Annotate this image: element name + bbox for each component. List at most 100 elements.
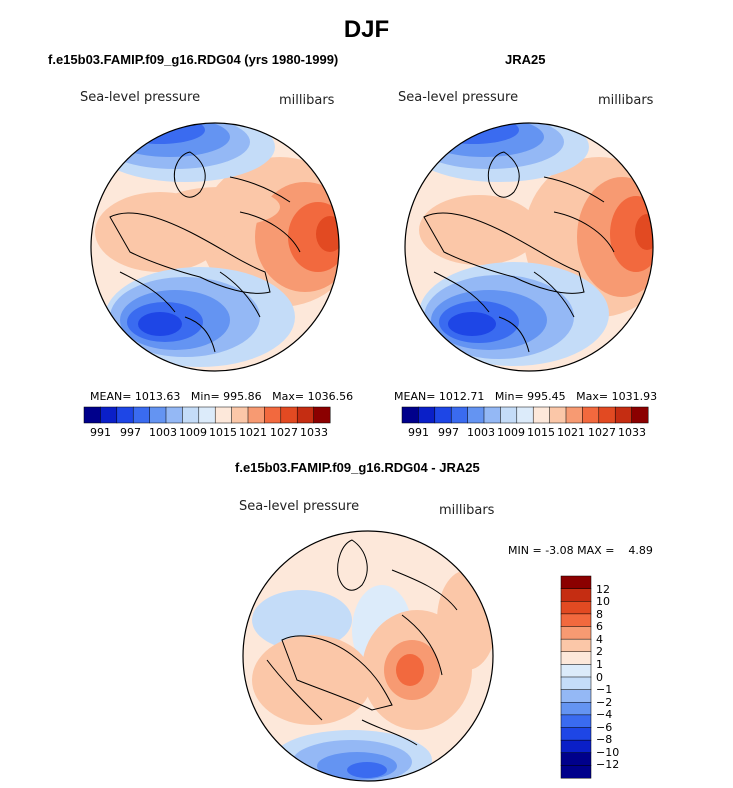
- colorbar-swatch: [560, 752, 592, 766]
- panel2-min-value: 995.45: [527, 390, 566, 403]
- colorbar-swatch: [401, 406, 419, 424]
- panel1-mean-value: 1013.63: [134, 390, 181, 403]
- colorbar-swatch: [560, 765, 592, 779]
- panel3-tick: −10: [596, 746, 620, 759]
- colorbar-swatch: [560, 739, 592, 754]
- panel2-tick: 1021: [557, 426, 585, 439]
- colorbar-swatch: [560, 638, 592, 653]
- colorbar-swatch: [296, 406, 315, 424]
- panel3-stats: MIN = -3.08 MAX = 4.89: [508, 544, 653, 557]
- colorbar-swatch: [560, 664, 592, 678]
- panel3-max-value: 4.89: [628, 544, 653, 557]
- panel3-tick: −8: [596, 733, 613, 746]
- colorbar-swatch: [149, 406, 167, 424]
- colorbar-swatch: [434, 406, 452, 424]
- colorbar-swatch: [483, 406, 501, 424]
- colorbar-swatch: [313, 406, 331, 424]
- panel2-tick: 1015: [527, 426, 555, 439]
- panel1-min-value: 995.86: [223, 390, 262, 403]
- panel1-colorbar-ticks: 991 997 1003 1009 1015 1021 1027 1033: [84, 426, 330, 440]
- panel1-mean-label: MEAN=: [90, 390, 132, 403]
- panel1-stats: MEAN= 1013.63 Min= 995.86 Max= 1036.56: [90, 390, 353, 403]
- panel1-max-value: 1036.56: [307, 390, 354, 403]
- colorbar-swatch: [560, 575, 592, 590]
- panel1-tick: 1009: [179, 426, 207, 439]
- colorbar-swatch: [532, 406, 551, 424]
- panel3-tick: −2: [596, 696, 613, 709]
- panel3-tick: 0: [596, 671, 603, 684]
- panel2-tick: 997: [438, 426, 459, 439]
- colorbar-swatch: [231, 406, 249, 424]
- colorbar-swatch: [560, 676, 592, 691]
- colorbar-swatch: [100, 406, 118, 424]
- panel3-colorbar-ticks: 12 10 8 6 4 2 1 0 −1 −2 −4 −6 −8 −10 −12: [596, 576, 636, 778]
- panel3-min-label: MIN =: [508, 544, 542, 557]
- panel3-tick: −6: [596, 721, 613, 734]
- panel1-tick: 1021: [239, 426, 267, 439]
- colorbar-swatch: [280, 406, 298, 424]
- panel1-min-label: Min=: [190, 390, 220, 403]
- panel2-tick: 1003: [467, 426, 495, 439]
- panel1-units-label: millibars: [279, 93, 335, 108]
- colorbar-swatch: [560, 651, 592, 665]
- colorbar-swatch: [560, 613, 592, 627]
- main-title: DJF: [343, 16, 390, 43]
- colorbar-swatch: [198, 406, 216, 424]
- panel3-tick: −12: [596, 758, 620, 771]
- panel2-polar-map: [404, 122, 654, 372]
- panel3-tick: 2: [596, 645, 603, 658]
- panel2-variable-label: Sea-level pressure: [398, 90, 519, 105]
- colorbar-swatch: [83, 406, 101, 424]
- panel1-colorbar: [83, 406, 331, 424]
- panel1-tick: 1015: [209, 426, 237, 439]
- panel2-max-value: 1031.93: [611, 390, 658, 403]
- panel3-variable-label: Sea-level pressure: [239, 499, 360, 514]
- panel2-colorbar: [401, 406, 649, 424]
- panel1-tick: 1033: [300, 426, 328, 439]
- panel2-colorbar-ticks: 991 997 1003 1009 1015 1021 1027 1033: [402, 426, 648, 440]
- colorbar-swatch: [500, 406, 518, 424]
- panel3-tick: −4: [596, 708, 613, 721]
- colorbar-swatch: [132, 406, 151, 424]
- panel2-max-label: Max=: [576, 390, 609, 403]
- colorbar-swatch: [560, 626, 592, 640]
- panel2-mean-value: 1012.71: [438, 390, 485, 403]
- colorbar-swatch: [631, 406, 649, 424]
- panel2-tick: 1033: [618, 426, 646, 439]
- panel3-max-label: MAX =: [577, 544, 615, 557]
- colorbar-swatch: [598, 406, 616, 424]
- colorbar-swatch: [549, 406, 567, 424]
- panel3-polar-map: [242, 530, 494, 782]
- colorbar-swatch: [467, 406, 485, 424]
- panel1-polar-map: [90, 122, 340, 372]
- panel3-units-label: millibars: [439, 503, 495, 518]
- colorbar-swatch: [247, 406, 265, 424]
- panel3-tick: 1: [596, 658, 603, 671]
- colorbar-swatch: [560, 714, 592, 728]
- colorbar-swatch: [560, 689, 592, 703]
- panel1-tick: 997: [120, 426, 141, 439]
- panel2-tick: 991: [408, 426, 429, 439]
- panel2-tick: 1027: [588, 426, 616, 439]
- panel3-tick: 10: [596, 595, 610, 608]
- colorbar-swatch: [560, 727, 592, 741]
- colorbar-swatch: [182, 406, 200, 424]
- colorbar-swatch: [450, 406, 469, 424]
- colorbar-swatch: [614, 406, 633, 424]
- panel3-tick: 12: [596, 583, 610, 596]
- panel3-title: f.e15b03.FAMIP.f09_g16.RDG04 - JRA25: [235, 460, 480, 475]
- panel2-units-label: millibars: [598, 93, 654, 108]
- panel3-min-value: -3.08: [545, 544, 574, 557]
- panel2-stats: MEAN= 1012.71 Min= 995.45 Max= 1031.93: [394, 390, 657, 403]
- panel2-tick: 1009: [497, 426, 525, 439]
- panel1-tick: 991: [90, 426, 111, 439]
- panel2-mean-label: MEAN=: [394, 390, 436, 403]
- panel3-tick: −1: [596, 683, 613, 696]
- panel1-tick: 1003: [149, 426, 177, 439]
- panel1-title: f.e15b03.FAMIP.f09_g16.RDG04 (yrs 1980-1…: [48, 52, 339, 67]
- colorbar-swatch: [116, 406, 134, 424]
- panel3-tick: 8: [596, 608, 603, 621]
- colorbar-swatch: [560, 702, 592, 716]
- colorbar-swatch: [418, 406, 436, 424]
- colorbar-swatch: [264, 406, 282, 424]
